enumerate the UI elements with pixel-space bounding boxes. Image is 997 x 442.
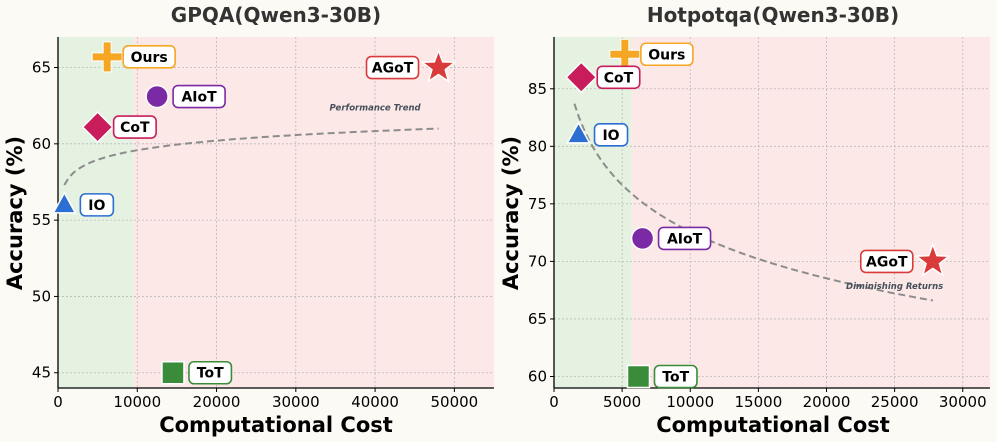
point-label: CoT <box>604 70 634 86</box>
point-label-box <box>653 364 698 389</box>
x-tick-label: 15000 <box>735 393 783 411</box>
y-tick-label: 80 <box>528 137 547 155</box>
point-label-box <box>640 42 694 67</box>
data-point-agot: AGoT <box>859 242 951 277</box>
costly-region <box>631 37 990 388</box>
y-tick-label: 70 <box>528 252 547 270</box>
data-point-aiot: AIoT <box>630 226 712 251</box>
chart-title: GPQA(Qwen3-30B) <box>171 3 381 27</box>
point-label: AIoT <box>667 231 703 247</box>
aiot-marker <box>145 84 169 109</box>
point-label-box <box>79 193 115 217</box>
y-axis-label: Accuracy (%) <box>499 136 523 290</box>
data-point-ours: Ours <box>609 38 694 70</box>
tot-marker <box>161 360 185 385</box>
gpqa-chart: GPQA(Qwen3-30B) Computational Cost Accur… <box>3 3 495 437</box>
point-label-box <box>596 65 641 90</box>
y-tick-label: 50 <box>32 287 51 305</box>
trend-line <box>573 103 933 302</box>
x-tick-label: 10000 <box>113 393 161 411</box>
data-point-tot: ToT <box>161 360 233 385</box>
point-label: AIoT <box>181 90 217 106</box>
point-label-box <box>859 249 914 274</box>
y-tick-label: 65 <box>32 59 51 77</box>
point-label: ToT <box>662 369 689 385</box>
ours-marker <box>91 41 123 73</box>
data-point-agot: AGoT <box>365 48 457 84</box>
agot-marker <box>420 48 457 84</box>
chart-title: Hotpotqa(Qwen3-30B) <box>647 3 899 27</box>
point-label-box <box>657 226 712 251</box>
x-tick-label: 50000 <box>431 393 479 411</box>
x-tick-label: 0 <box>549 393 559 411</box>
point-label: Ours <box>131 50 168 66</box>
point-label: Ours <box>648 47 685 63</box>
y-tick-label: 75 <box>528 195 547 213</box>
y-axis-label: Accuracy (%) <box>3 136 27 290</box>
x-tick-label: 25000 <box>871 393 919 411</box>
point-label: ToT <box>197 366 224 382</box>
x-tick-label: 5000 <box>603 393 641 411</box>
y-tick-label: 60 <box>528 367 547 385</box>
io-marker <box>52 191 77 214</box>
x-axis-label: Computational Cost <box>656 413 890 437</box>
point-label: CoT <box>120 120 150 136</box>
aiot-marker <box>630 226 655 251</box>
y-tick-label: 60 <box>32 135 51 153</box>
hotpotqa-chart: Hotpotqa(Qwen3-30B) Computational Cost A… <box>499 3 990 437</box>
x-tick-label: 10000 <box>666 393 714 411</box>
cot-marker <box>81 110 114 144</box>
tot-marker <box>626 364 651 389</box>
data-point-cot: CoT <box>565 61 641 94</box>
x-axis-label: Computational Cost <box>159 413 393 437</box>
x-tick-label: 0 <box>53 393 63 411</box>
x-tick-label: 20000 <box>803 393 851 411</box>
data-point-io: IO <box>52 191 115 217</box>
x-tick-label: 30000 <box>272 393 320 411</box>
point-label-box <box>365 55 420 80</box>
y-tick-label: 55 <box>32 211 51 229</box>
point-label: AGoT <box>372 61 414 77</box>
point-label: AGoT <box>866 254 908 270</box>
y-tick-label: 85 <box>528 80 547 98</box>
point-label-box <box>122 45 176 69</box>
io-marker <box>566 121 591 144</box>
cot-marker <box>565 61 598 94</box>
point-label-box <box>593 123 629 147</box>
data-point-cot: CoT <box>81 110 157 144</box>
trend-line <box>63 127 439 186</box>
x-tick-label: 40000 <box>351 393 399 411</box>
data-point-tot: ToT <box>626 364 698 389</box>
data-point-aiot: AIoT <box>145 84 226 109</box>
trend-annotation: Diminishing Returns <box>846 282 943 292</box>
x-tick-label: 20000 <box>193 393 241 411</box>
y-tick-label: 45 <box>32 364 51 382</box>
trend-annotation: Performance Trend <box>330 103 422 113</box>
point-label: IO <box>88 198 105 214</box>
efficient-region <box>554 37 632 388</box>
point-label-box <box>172 84 226 109</box>
data-point-io: IO <box>566 121 629 147</box>
point-label-box <box>188 360 233 385</box>
agot-marker <box>914 242 951 277</box>
point-label: IO <box>602 128 619 144</box>
point-label-box <box>112 115 157 139</box>
x-tick-label: 30000 <box>939 393 987 411</box>
data-point-ours: Ours <box>91 41 176 73</box>
y-tick-label: 65 <box>528 310 547 328</box>
